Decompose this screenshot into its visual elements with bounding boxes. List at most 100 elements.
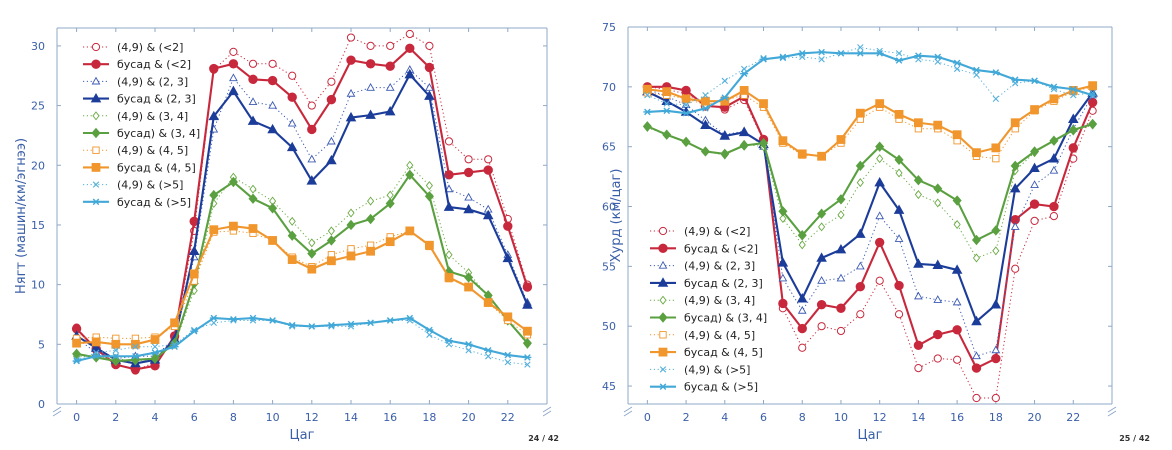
data-point bbox=[463, 167, 474, 178]
data-point bbox=[248, 224, 258, 233]
legend-label: бусад & (4, 5] bbox=[684, 346, 763, 359]
data-point bbox=[1049, 165, 1059, 174]
series-line bbox=[76, 69, 528, 360]
legend-item: (4,9) & (4, 5] bbox=[83, 144, 188, 157]
data-point bbox=[836, 135, 846, 144]
data-point bbox=[992, 246, 1000, 256]
data-point bbox=[913, 174, 923, 186]
legend-marker bbox=[90, 92, 102, 103]
data-point bbox=[131, 352, 140, 360]
series-line bbox=[647, 84, 1093, 158]
data-point bbox=[1029, 199, 1040, 209]
data-point bbox=[893, 204, 905, 214]
data-point bbox=[307, 323, 316, 330]
data-point bbox=[228, 221, 238, 231]
data-point bbox=[484, 155, 493, 164]
data-point bbox=[503, 312, 513, 322]
x-tick-label: 20 bbox=[462, 411, 476, 424]
data-point bbox=[816, 299, 827, 310]
data-point bbox=[111, 339, 121, 349]
data-point bbox=[874, 176, 885, 187]
data-point bbox=[267, 123, 278, 134]
data-point bbox=[1069, 85, 1078, 93]
data-point bbox=[523, 354, 532, 361]
data-point bbox=[914, 291, 923, 300]
legend-marker bbox=[92, 111, 100, 121]
data-point bbox=[405, 169, 415, 181]
data-point bbox=[933, 120, 943, 130]
legend-marker bbox=[658, 347, 668, 357]
legend-label: бусад & (<2] bbox=[684, 242, 758, 255]
legend-label: (4,9) & (4, 5] bbox=[117, 144, 188, 157]
legend-label: бусад & (>5] bbox=[684, 381, 758, 394]
data-point bbox=[443, 201, 455, 211]
data-point bbox=[347, 208, 355, 218]
data-point bbox=[346, 88, 356, 97]
data-point bbox=[345, 111, 357, 122]
data-point bbox=[952, 325, 962, 335]
data-point bbox=[347, 320, 355, 328]
data-point bbox=[681, 94, 691, 104]
data-point bbox=[111, 352, 120, 360]
legend-marker bbox=[659, 295, 667, 305]
data-point bbox=[991, 143, 1001, 153]
data-point bbox=[836, 273, 846, 282]
data-point bbox=[972, 393, 981, 403]
data-point bbox=[971, 363, 982, 373]
data-point bbox=[424, 90, 435, 100]
data-point bbox=[990, 299, 1002, 309]
data-point bbox=[837, 210, 845, 220]
data-point bbox=[1010, 222, 1020, 230]
data-point bbox=[721, 77, 728, 85]
data-point bbox=[326, 256, 336, 266]
data-point bbox=[248, 97, 258, 106]
data-point bbox=[875, 211, 885, 220]
data-point bbox=[875, 99, 885, 108]
legend-marker bbox=[91, 76, 101, 85]
x-tick-label: 2 bbox=[112, 411, 119, 424]
y-tick-label: 0 bbox=[38, 398, 45, 411]
data-point bbox=[836, 303, 846, 313]
data-point bbox=[248, 193, 258, 204]
data-point bbox=[425, 326, 434, 334]
x-tick-label: 8 bbox=[230, 411, 237, 424]
data-point bbox=[210, 319, 217, 327]
y-axis-label: Нягт (машин/км/эгнээ) bbox=[14, 138, 29, 294]
data-point bbox=[307, 154, 317, 163]
legend-item: бусад & (4, 5] bbox=[83, 161, 196, 174]
x-axis-label: Цаг bbox=[290, 428, 315, 443]
legend-marker bbox=[659, 366, 667, 373]
legend-marker bbox=[658, 260, 668, 269]
legend-item: бусад) & (3, 4] bbox=[650, 312, 767, 325]
legend-item: бусад & (>5] bbox=[83, 196, 191, 209]
data-point bbox=[268, 317, 277, 324]
data-point bbox=[1068, 124, 1078, 136]
series-8 bbox=[72, 221, 532, 349]
data-point bbox=[485, 353, 492, 360]
data-point bbox=[228, 85, 239, 96]
x-tick-label: 12 bbox=[305, 411, 319, 424]
data-point bbox=[855, 108, 865, 118]
data-point bbox=[306, 175, 318, 185]
x-tick-label: 16 bbox=[950, 411, 964, 424]
legend-item: бусад) & (3, 4] bbox=[83, 127, 200, 140]
data-point bbox=[228, 176, 238, 188]
data-point bbox=[367, 196, 375, 206]
data-point bbox=[190, 327, 199, 335]
data-point bbox=[424, 191, 434, 202]
data-point bbox=[1011, 76, 1020, 83]
data-point bbox=[1067, 113, 1079, 123]
data-point bbox=[287, 92, 297, 102]
data-point bbox=[404, 68, 416, 79]
data-point bbox=[307, 264, 317, 274]
data-point bbox=[209, 63, 219, 74]
data-point bbox=[112, 347, 119, 354]
data-point bbox=[1088, 81, 1098, 91]
data-point bbox=[894, 310, 904, 319]
legend-marker bbox=[91, 127, 101, 139]
data-point bbox=[991, 345, 1001, 354]
data-point bbox=[740, 70, 749, 77]
data-point bbox=[91, 337, 101, 347]
data-point bbox=[856, 50, 865, 57]
